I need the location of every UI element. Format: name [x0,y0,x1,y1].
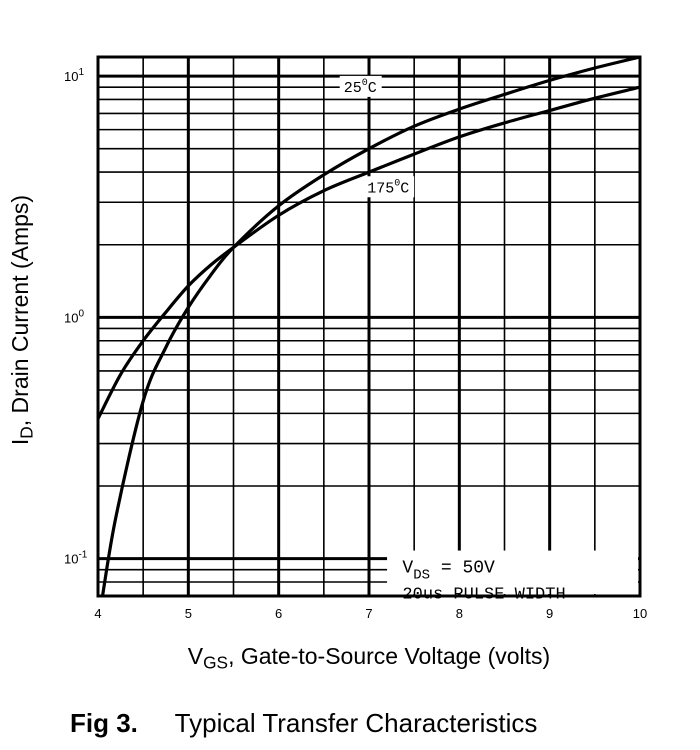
figure-title: Typical Transfer Characteristics [174,708,538,738]
x-axis-label: VGS, Gate-to-Source Voltage (volts) [187,643,551,673]
y-tick-label: 100 [64,308,84,325]
x-tick-label: 6 [275,606,282,621]
series-curves [96,55,641,597]
chart-annotations: VDS = 50V 20us PULSE WIDTH [402,559,565,605]
y-tick-labels: 10-1 100 101 [64,67,88,567]
x-tick-label: 4 [94,606,101,621]
x-tick-labels: 4 5 6 7 8 9 10 [94,606,647,621]
plot-frame [96,55,642,598]
x-tick-label: 9 [546,606,553,621]
annotation-box [387,550,638,594]
major-gridlines [98,57,640,596]
curve-175c [96,85,641,420]
series-label-box [339,75,382,97]
figure-caption: Fig 3. Typical Transfer Characteristics [70,708,690,739]
figure-number: Fig 3. [70,708,138,738]
label-25c: 250C [344,78,377,97]
y-tick-label: 10-1 [64,550,88,567]
vds-annotation: VDS = 50V [402,559,495,584]
series-labels: 250C 1750C [339,75,415,198]
pulse-width-annotation: 20us PULSE WIDTH [402,586,565,605]
y-axis-label: ID, Drain Current (Amps) [7,194,37,446]
y-tick-label: 101 [64,67,84,84]
x-tick-label: 5 [185,606,192,621]
annotation-background [387,550,638,594]
label-175c: 1750C [367,178,409,197]
curve-25c [100,55,641,597]
series-label-box [363,176,415,198]
x-tick-label: 10 [633,606,647,621]
x-tick-label: 8 [456,606,463,621]
x-tick-label: 7 [365,606,372,621]
